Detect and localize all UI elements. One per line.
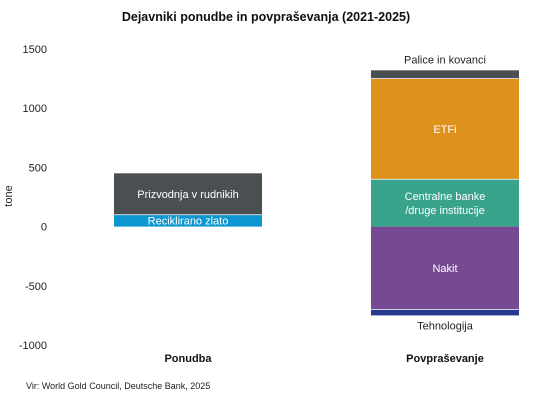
segment-label: Palice in kovanci: [404, 54, 486, 66]
bar-segment: [371, 179, 519, 227]
y-tick-label: -500: [25, 281, 47, 293]
segment-label: Reciklirano zlato: [148, 216, 229, 228]
bar-segment: [371, 78, 519, 180]
segment-label: Tehnologija: [417, 320, 474, 332]
x-axis-labels: Ponudba Povpraševanje: [164, 353, 483, 365]
y-axis-ticks: 1500 1000 500 0 -500 -1000: [19, 44, 47, 352]
y-tick-label: 1500: [23, 44, 47, 56]
segment-label: ETFi: [433, 124, 456, 136]
bar-segment: [114, 214, 262, 227]
bar-segment: [114, 173, 262, 215]
chart-title: Dejavniki ponudbe in povpraševanja (2021…: [122, 10, 410, 24]
category-label: Povpraševanje: [406, 353, 484, 365]
y-tick-label: 500: [29, 162, 47, 174]
segment-label: Nakit: [432, 263, 457, 275]
source-note: Vir: World Gold Council, Deutsche Bank, …: [26, 381, 210, 391]
y-tick-label: -1000: [19, 340, 47, 352]
segment-label: Prizvodnja v rudnikih: [137, 189, 239, 201]
segment-label: Centralne banke/druge institucije: [405, 191, 486, 217]
y-tick-label: 1000: [23, 103, 47, 115]
y-axis-title: tone: [3, 185, 15, 206]
plot-area: Reciklirano zlato Prizvodnja v rudnikih Ce…: [114, 54, 519, 332]
y-tick-label: 0: [41, 222, 47, 234]
category-label: Ponudba: [164, 353, 212, 365]
bar-segment: [371, 70, 519, 79]
bar-segment: [371, 309, 519, 316]
bar-segment: [371, 226, 519, 310]
